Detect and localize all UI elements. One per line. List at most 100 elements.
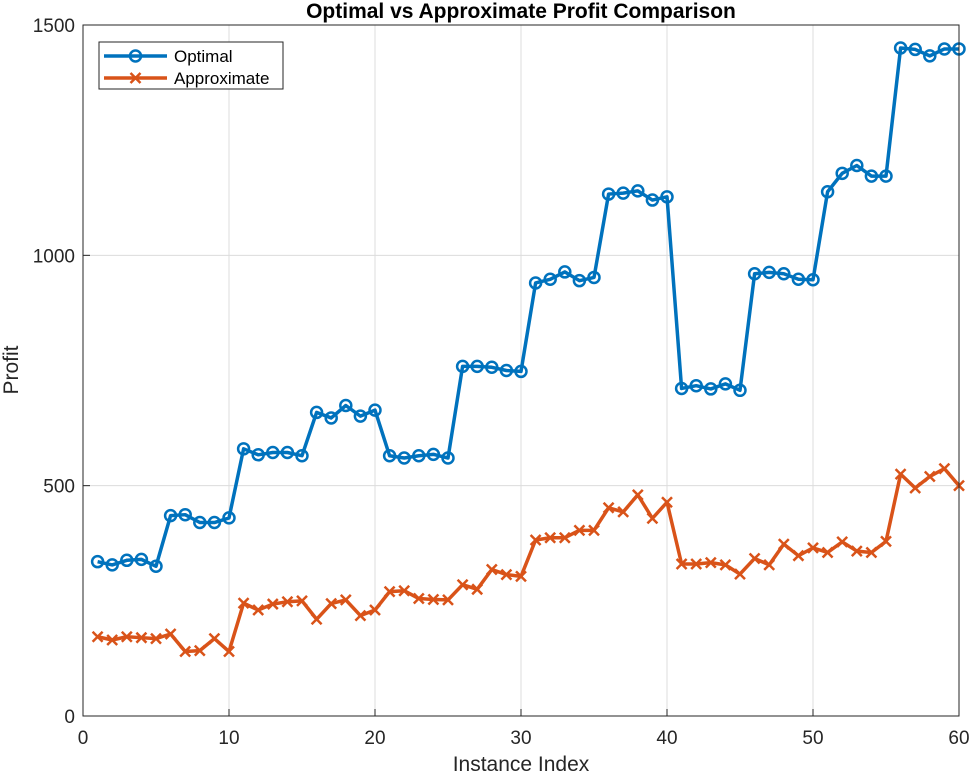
data-point-optimal: [163, 508, 178, 523]
data-point-approximate: [150, 632, 162, 645]
data-point-approximate: [909, 482, 922, 494]
data-point-optimal: [616, 186, 630, 200]
data-point-approximate: [836, 535, 849, 548]
data-point-approximate: [135, 631, 148, 644]
data-point-optimal: [485, 360, 499, 375]
data-point-approximate: [369, 604, 381, 616]
data-point-optimal: [193, 515, 207, 530]
data-point-optimal: [572, 273, 587, 288]
data-point-approximate: [398, 584, 411, 597]
data-point-optimal: [937, 42, 952, 56]
data-point-approximate: [237, 597, 250, 610]
data-point-approximate: [471, 583, 484, 596]
legend-label-approximate: Approximate: [174, 69, 269, 88]
data-point-optimal: [762, 265, 776, 280]
data-point-approximate: [179, 645, 192, 658]
data-point-optimal: [747, 267, 762, 281]
data-point-optimal: [543, 272, 557, 287]
data-point-optimal: [660, 190, 674, 204]
data-point-optimal: [718, 377, 733, 391]
data-point-optimal: [645, 193, 660, 207]
data-point-approximate: [106, 634, 119, 646]
data-point-optimal: [382, 448, 397, 463]
data-point-approximate: [573, 524, 586, 537]
data-point-approximate: [515, 570, 527, 583]
data-point-approximate: [865, 546, 878, 559]
data-point-optimal: [820, 185, 835, 199]
legend: Optimal Approximate: [98, 41, 284, 90]
data-point-optimal: [528, 276, 543, 290]
data-point-approximate: [894, 468, 907, 481]
data-point-approximate: [602, 501, 615, 514]
data-point-approximate: [281, 595, 294, 608]
y-axis-label: Profit: [0, 345, 23, 394]
data-point-approximate: [456, 578, 469, 591]
data-point-approximate: [529, 534, 542, 546]
data-point-optimal: [733, 383, 747, 398]
data-point-approximate: [558, 531, 571, 544]
data-point-optimal: [893, 41, 908, 55]
data-point-approximate: [427, 593, 440, 606]
legend-marker-approximate: [129, 72, 142, 84]
series-optimal: [90, 41, 966, 574]
data-point-approximate: [704, 556, 717, 569]
data-point-optimal: [587, 270, 601, 285]
data-point-optimal: [514, 364, 528, 379]
data-point-optimal: [791, 272, 806, 287]
data-point-approximate: [675, 558, 688, 570]
data-point-optimal: [455, 359, 470, 374]
legend-label-optimal: Optimal: [174, 47, 233, 66]
data-point-optimal: [631, 184, 645, 198]
data-point-approximate: [485, 563, 498, 576]
data-point-approximate: [120, 630, 133, 643]
data-point-approximate: [500, 568, 513, 581]
data-point-approximate: [325, 597, 338, 610]
data-point-optimal: [222, 511, 236, 525]
data-point-approximate: [296, 594, 308, 607]
data-point-approximate: [690, 558, 703, 570]
data-point-optimal: [236, 442, 251, 456]
data-point-optimal: [412, 448, 426, 463]
x-tick-label: 10: [218, 728, 239, 749]
data-point-optimal: [207, 515, 222, 530]
data-point-approximate: [938, 462, 951, 475]
data-point-optimal: [266, 445, 280, 460]
data-point-optimal: [309, 405, 324, 420]
data-point-optimal: [689, 378, 703, 393]
data-point-approximate: [193, 644, 206, 657]
legend-marker-optimal: [128, 49, 143, 63]
data-point-approximate: [646, 512, 659, 525]
data-point-optimal: [324, 411, 338, 425]
y-tick-label: 1500: [33, 16, 75, 37]
data-point-optimal: [426, 447, 441, 462]
data-point-approximate: [807, 541, 819, 554]
data-point-optimal: [251, 448, 265, 462]
data-point-optimal: [441, 451, 455, 465]
data-point-optimal: [105, 558, 119, 572]
data-point-approximate: [412, 592, 425, 605]
x-axis-label: Instance Index: [453, 753, 590, 773]
data-point-approximate: [763, 559, 776, 571]
data-point-approximate: [223, 645, 235, 658]
data-point-approximate: [880, 535, 892, 548]
x-tick-label: 0: [78, 728, 89, 749]
data-point-optimal: [134, 552, 149, 567]
x-tick-label: 60: [948, 728, 969, 749]
y-tick-label: 0: [64, 707, 75, 728]
y-axis-ticks: 0 500 1000 1500: [33, 16, 90, 728]
data-point-approximate: [631, 488, 644, 501]
data-point-optimal: [149, 559, 163, 574]
data-point-approximate: [91, 630, 104, 643]
data-point-optimal: [339, 398, 353, 413]
data-point-optimal: [601, 187, 616, 201]
series-layer: [90, 41, 966, 658]
data-point-approximate: [792, 549, 805, 562]
data-point-optimal: [353, 409, 368, 423]
data-point-optimal: [368, 403, 382, 417]
x-tick-label: 20: [364, 728, 385, 749]
data-point-approximate: [208, 632, 221, 645]
data-point-approximate: [617, 506, 630, 518]
data-point-optimal: [850, 158, 864, 173]
data-point-optimal: [777, 267, 791, 281]
